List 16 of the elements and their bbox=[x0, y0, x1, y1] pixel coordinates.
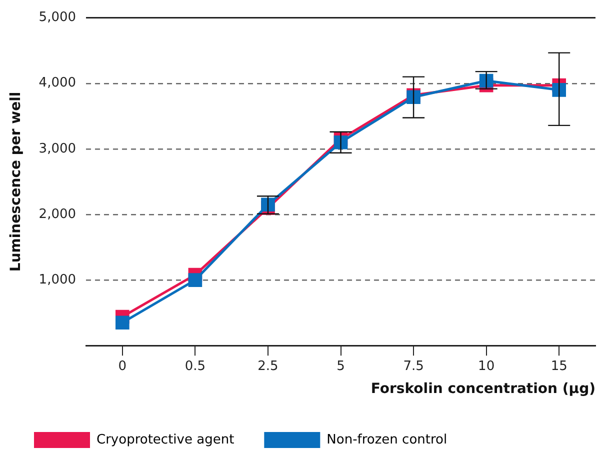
y-tick-label: 5,000 bbox=[38, 10, 76, 26]
legend-label: Non-frozen control bbox=[326, 432, 448, 448]
y-tick-label: 2,000 bbox=[38, 206, 76, 222]
y-tick-label: 3,000 bbox=[38, 141, 76, 156]
legend-label: Cryoprotective agent bbox=[96, 432, 234, 448]
x-tick-label: 0.5 bbox=[184, 358, 206, 374]
x-tick-label: 2.5 bbox=[258, 358, 278, 374]
x-tick-label: 7.5 bbox=[403, 358, 424, 374]
y-tick-label: 4,000 bbox=[38, 76, 76, 91]
y-tick-label: 1,000 bbox=[38, 272, 76, 288]
x-tick-label: 0 bbox=[118, 358, 127, 374]
y-axis-title: Luminescence per well bbox=[8, 92, 24, 272]
x-tick-label: 5 bbox=[336, 358, 345, 374]
x-tick-label: 15 bbox=[550, 358, 568, 374]
x-tick-label: 10 bbox=[478, 358, 495, 374]
x-axis-title: Forskolin concentration (µg) bbox=[370, 381, 596, 398]
